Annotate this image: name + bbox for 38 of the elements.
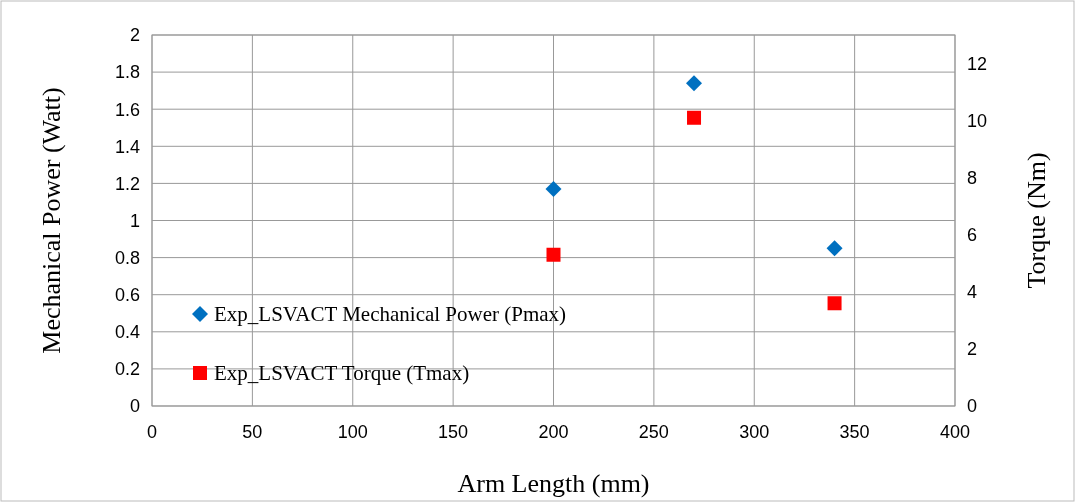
y-tick-label: 0	[129, 396, 140, 417]
y-axis-title: Mechanical Power (Watt)	[37, 87, 66, 354]
y2-axis-title: Torque (Nm)	[1022, 152, 1051, 289]
point	[827, 296, 842, 311]
y-tick-label: 1.4	[114, 136, 140, 157]
x-tick-label: 0	[146, 422, 158, 442]
point	[545, 180, 562, 197]
x-tick-label: 100	[337, 422, 368, 442]
point	[546, 247, 561, 262]
x-tick-label: 250	[638, 422, 669, 442]
y2-tick-label: 2	[967, 339, 978, 360]
x-axis-title: Arm Length (mm)	[457, 469, 650, 498]
point	[686, 75, 703, 92]
y-tick-label: 1.8	[114, 62, 140, 83]
y2-tick-label: 0	[967, 396, 978, 417]
legend-label: Exp_LSVACT Torque (Tmax)	[214, 361, 470, 386]
point	[687, 110, 702, 125]
x-tick-label: 200	[538, 422, 569, 442]
y-tick-label: 1.2	[114, 173, 140, 194]
y-tick-label: 2	[129, 25, 140, 46]
point	[826, 240, 843, 257]
x-tick-label: 50	[242, 422, 263, 442]
y-tick-label: 0.2	[114, 359, 140, 380]
y2-tick-label: 8	[967, 167, 978, 188]
y-tick-label: 0.6	[114, 285, 140, 305]
y-tick-label: 1.6	[114, 99, 140, 120]
y2-tick-label: 4	[967, 282, 978, 303]
y-tick-label: 0.4	[114, 322, 140, 343]
y2-tick-label: 10	[967, 110, 988, 131]
y2-tick-label: 6	[967, 225, 978, 246]
x-tick-label: 300	[739, 422, 770, 442]
x-tick-label: 400	[939, 422, 971, 442]
y-tick-label: 0.8	[114, 247, 140, 268]
legend-label: Exp_LSVACT Mechanical Power (Pmax)	[214, 302, 567, 327]
x-tick-label: 150	[438, 422, 469, 442]
x-tick-label: 350	[839, 422, 870, 442]
y-tick-label: 1	[129, 210, 140, 231]
y2-tick-label: 12	[967, 53, 988, 74]
